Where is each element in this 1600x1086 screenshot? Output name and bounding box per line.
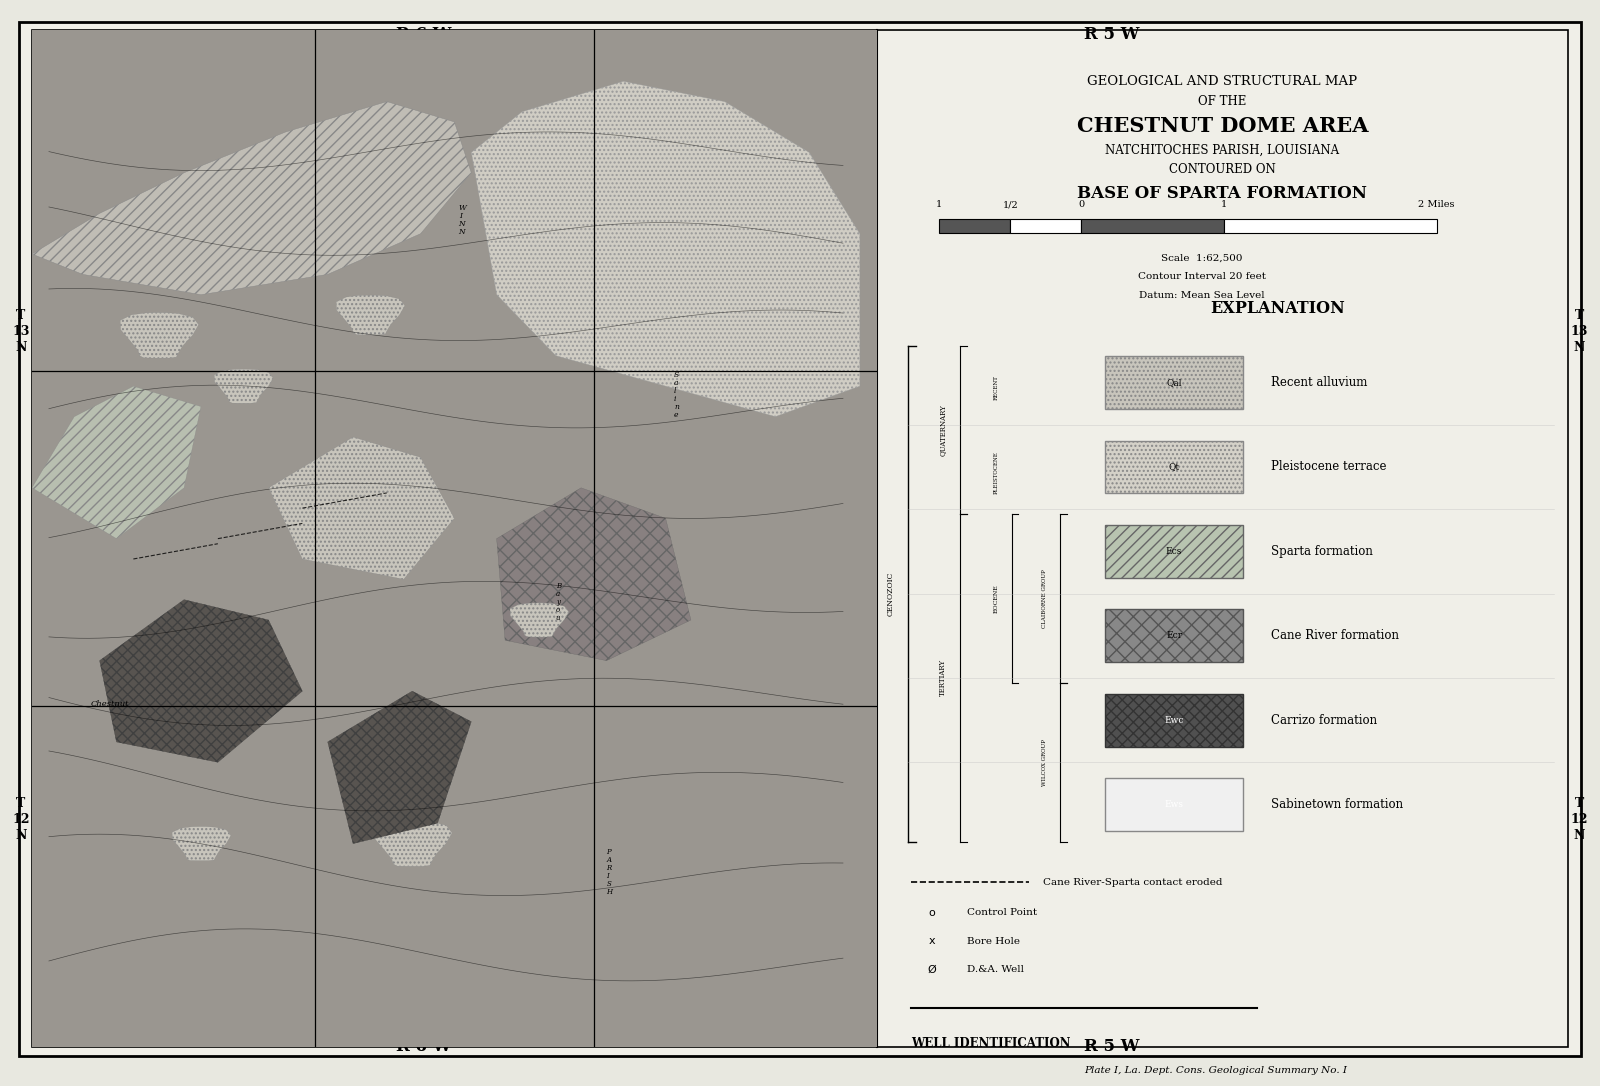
Polygon shape (269, 437, 454, 579)
Text: T
13
N: T 13 N (1571, 308, 1587, 354)
Text: Qal: Qal (1166, 378, 1182, 387)
Text: D.&A. Well: D.&A. Well (966, 965, 1024, 974)
Text: WELL IDENTIFICATION: WELL IDENTIFICATION (912, 1037, 1070, 1050)
Text: CONTOURED ON: CONTOURED ON (1170, 163, 1275, 176)
Text: Ecs: Ecs (1166, 547, 1182, 556)
Text: Ews: Ews (1165, 800, 1184, 809)
Text: S
a
l
i
n
e: S a l i n e (674, 370, 680, 419)
Text: T
13
N: T 13 N (13, 308, 29, 354)
Text: Ecr: Ecr (1166, 631, 1182, 641)
Polygon shape (496, 488, 691, 660)
Text: EOCENE: EOCENE (994, 584, 998, 613)
Polygon shape (472, 81, 859, 417)
Text: Bore Hole: Bore Hole (966, 937, 1019, 946)
Text: Chestnut: Chestnut (91, 700, 130, 708)
Text: o: o (928, 908, 936, 918)
Text: R 5 W: R 5 W (1085, 26, 1139, 43)
Polygon shape (32, 102, 472, 294)
Text: Pleistocene terrace: Pleistocene terrace (1270, 460, 1386, 473)
Text: R 5 W: R 5 W (1085, 1038, 1139, 1056)
Text: OF THE: OF THE (1198, 96, 1246, 109)
Text: Sabinetown formation: Sabinetown formation (1270, 798, 1403, 811)
Text: B
a
y
o
u: B a y o u (555, 582, 562, 622)
Text: EXPLANATION: EXPLANATION (1210, 300, 1346, 317)
Text: Sparta formation: Sparta formation (1270, 545, 1373, 558)
Text: Datum: Mean Sea Level: Datum: Mean Sea Level (1139, 291, 1264, 300)
Text: 1: 1 (1221, 200, 1227, 210)
Text: CENOZOIC: CENOZOIC (886, 571, 894, 616)
Text: Recent alluvium: Recent alluvium (1270, 376, 1366, 389)
Text: PLEISTOCENE: PLEISTOCENE (994, 451, 998, 493)
Text: 1: 1 (936, 200, 942, 210)
Text: WILCOX GROUP: WILCOX GROUP (1042, 738, 1048, 786)
Text: CLAIBORNE GROUP: CLAIBORNE GROUP (1042, 569, 1048, 628)
Bar (1224, 219, 1437, 232)
Text: T
12
N: T 12 N (13, 797, 29, 843)
Text: 2 Miles: 2 Miles (1419, 200, 1454, 210)
Text: BASE OF SPARTA FORMATION: BASE OF SPARTA FORMATION (1077, 185, 1368, 202)
Text: 0: 0 (1078, 200, 1085, 210)
Text: Control Point: Control Point (966, 908, 1037, 918)
Text: Cane River formation: Cane River formation (1270, 629, 1398, 642)
Text: W
I
N
N: W I N N (459, 204, 467, 236)
Text: TERTIARY: TERTIARY (939, 659, 947, 696)
Text: Carrizo formation: Carrizo formation (1270, 714, 1378, 727)
Polygon shape (99, 599, 302, 762)
Polygon shape (214, 369, 274, 403)
Text: Ø: Ø (928, 964, 936, 974)
FancyBboxPatch shape (1106, 441, 1243, 493)
Polygon shape (373, 821, 453, 867)
Text: Cane River-Sparta contact eroded: Cane River-Sparta contact eroded (1043, 877, 1222, 887)
Text: GEOLOGICAL AND STRUCTURAL MAP: GEOLOGICAL AND STRUCTURAL MAP (1088, 75, 1357, 88)
Polygon shape (173, 826, 230, 861)
Text: CHESTNUT DOME AREA: CHESTNUT DOME AREA (1077, 116, 1368, 136)
FancyBboxPatch shape (1106, 778, 1243, 831)
Text: Contour Interval 20 feet: Contour Interval 20 feet (1138, 273, 1266, 281)
Text: NATCHITOCHES PARISH, LOUISIANA: NATCHITOCHES PARISH, LOUISIANA (1106, 143, 1339, 156)
Text: RECENT: RECENT (994, 376, 998, 400)
Bar (1082, 219, 1224, 232)
Polygon shape (328, 691, 472, 844)
Text: Qt: Qt (1168, 463, 1179, 471)
Text: R 6 W: R 6 W (397, 26, 451, 43)
Text: 1/2: 1/2 (1002, 200, 1018, 210)
FancyBboxPatch shape (1106, 609, 1243, 662)
Text: Plate I, La. Dept. Cons. Geological Summary No. I: Plate I, La. Dept. Cons. Geological Summ… (1085, 1066, 1347, 1075)
Polygon shape (120, 313, 198, 358)
Polygon shape (336, 295, 405, 334)
Bar (939, 219, 1010, 232)
Text: QUATERNARY: QUATERNARY (939, 404, 947, 456)
Text: P
A
R
I
S
H: P A R I S H (606, 848, 613, 896)
Polygon shape (510, 603, 570, 637)
Bar (1010, 219, 1082, 232)
Text: Scale  1:62,500: Scale 1:62,500 (1162, 254, 1243, 263)
Text: Ewc: Ewc (1165, 716, 1184, 724)
FancyBboxPatch shape (1106, 525, 1243, 578)
FancyBboxPatch shape (1106, 356, 1243, 409)
Text: x: x (928, 936, 936, 946)
Text: R 6 W: R 6 W (397, 1038, 451, 1056)
Text: T
12
N: T 12 N (1571, 797, 1587, 843)
Polygon shape (32, 387, 202, 539)
FancyBboxPatch shape (1106, 694, 1243, 746)
